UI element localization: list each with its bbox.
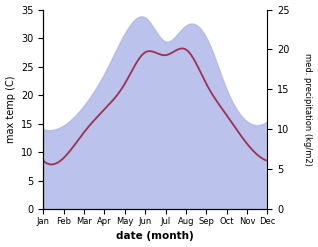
Y-axis label: max temp (C): max temp (C) <box>5 76 16 143</box>
Y-axis label: med. precipitation (kg/m2): med. precipitation (kg/m2) <box>303 53 313 166</box>
X-axis label: date (month): date (month) <box>116 231 194 242</box>
